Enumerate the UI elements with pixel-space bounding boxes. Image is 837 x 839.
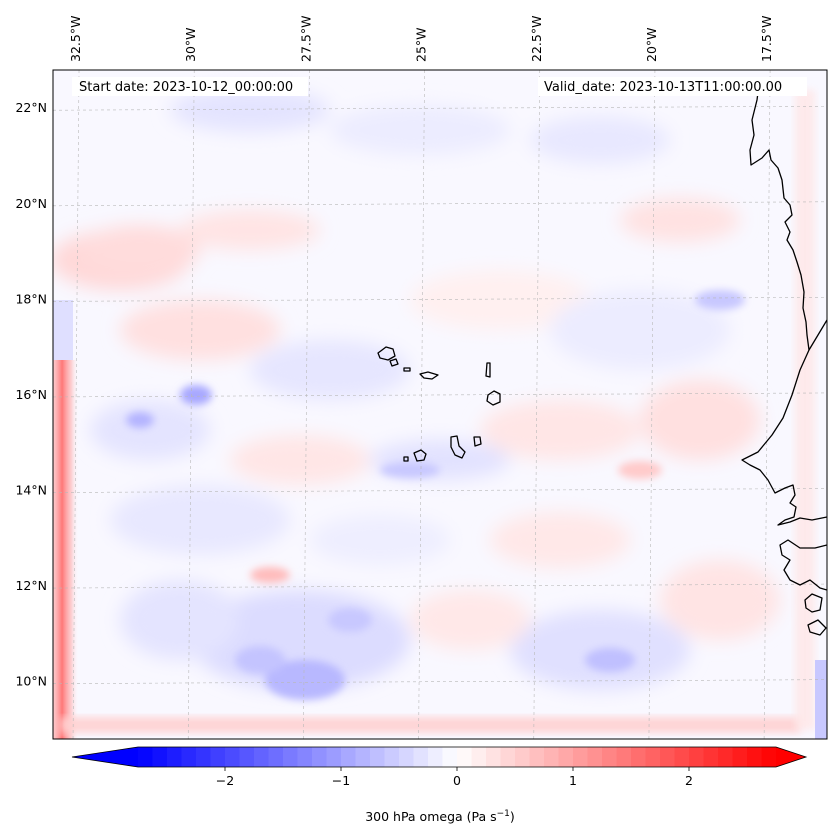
- colorbar-extend-high: [776, 747, 806, 767]
- valid-date-label: Valid_date: 2023-10-13T11:00:00.00: [544, 80, 782, 95]
- lat-tick-label: 14°N: [15, 483, 47, 498]
- coastlines: [377, 84, 827, 636]
- colorbar-segment: [442, 747, 458, 767]
- colorbar-segment: [616, 747, 632, 767]
- colorbar-segment: [428, 747, 444, 767]
- map-panel: Start date: 2023-10-12_00:00:00 Valid_da…: [15, 16, 828, 740]
- lat-tick-label: 12°N: [15, 578, 47, 593]
- lon-tick-label: 32.5°W: [68, 16, 83, 62]
- colorbar: −2 −1 0 1 2 300 hPa omega (Pa s−1): [71, 746, 808, 824]
- coastline-senegal-south: [741, 349, 827, 526]
- left-boundary-band: [53, 360, 79, 739]
- lon-tick-label: 17.5°W: [759, 16, 774, 62]
- omega-field: Start date: 2023-10-12_00:00:00 Valid_da…: [53, 70, 827, 739]
- colorbar-extend-low: [72, 747, 138, 767]
- longitude-tick-labels: 32.5°W 30°W 27.5°W 25°W 22.5°W 20°W 17.5°W: [68, 16, 774, 62]
- colorbar-segment: [660, 747, 676, 767]
- colorbar-segment: [471, 747, 487, 767]
- coastline-west-africa: [749, 84, 827, 351]
- coastline-gambia-guinea: [779, 539, 827, 591]
- lon-tick-label: 20°W: [644, 27, 659, 62]
- island-boa-vista: [486, 390, 501, 406]
- lat-tick-label: 20°N: [15, 196, 47, 211]
- colorbar-segment: [268, 747, 284, 767]
- colorbar-segment: [283, 747, 299, 767]
- island-brava: [403, 456, 409, 462]
- colorbar-segment: [399, 747, 415, 767]
- lat-tick-label: 16°N: [15, 387, 47, 402]
- colorbar-segment: [689, 747, 705, 767]
- colorbar-segment: [602, 747, 618, 767]
- latitude-tick-labels: 22°N 20°N 18°N 16°N 14°N 12°N 10°N: [15, 100, 47, 688]
- colorbar-tick-label: −1: [332, 773, 350, 788]
- map-frame: [52, 69, 828, 740]
- lat-tick-label: 10°N: [15, 674, 47, 689]
- island-santa-luzia: [403, 367, 411, 372]
- island-sal: [485, 362, 491, 378]
- colorbar-segment: [370, 747, 386, 767]
- colorbar-segment: [167, 747, 183, 767]
- island-fogo: [413, 449, 427, 462]
- colorbar-segment: [732, 747, 748, 767]
- colorbar-tick-label: 1: [569, 773, 577, 788]
- bottom-boundary-band: [60, 717, 800, 733]
- colorbar-segment: [515, 747, 531, 767]
- lon-tick-label: 27.5°W: [298, 16, 313, 62]
- field-blobs-fine: [126, 290, 745, 700]
- colorbar-segment: [529, 747, 545, 767]
- colorbar-segment: [138, 747, 154, 767]
- colorbar-outline: [71, 746, 808, 768]
- lon-tick-label: 30°W: [183, 27, 198, 62]
- colorbar-segment: [587, 747, 603, 767]
- colorbar-segment: [747, 747, 763, 767]
- colorbar-segment: [341, 747, 357, 767]
- lon-tick-label: 25°W: [414, 27, 429, 62]
- colorbar-segment: [297, 747, 313, 767]
- colorbar-segment: [181, 747, 197, 767]
- field-blobs-broad: [53, 88, 780, 690]
- coastline-bissagos: [804, 593, 827, 636]
- island-maio: [473, 436, 482, 447]
- colorbar-segment: [674, 747, 690, 767]
- colorbar-segment: [573, 747, 589, 767]
- colorbar-segment: [413, 747, 429, 767]
- colorbar-segment: [196, 747, 212, 767]
- island-santo-antao: [377, 346, 396, 361]
- colorbar-label: 300 hPa omega (Pa s−1): [365, 809, 515, 824]
- colorbar-ticks: −2 −1 0 1 2: [216, 767, 693, 788]
- colorbar-segment: [210, 747, 226, 767]
- colorbar-segment: [718, 747, 734, 767]
- colorbar-segment: [225, 747, 241, 767]
- colorbar-segment: [355, 747, 371, 767]
- colorbar-segment: [500, 747, 516, 767]
- colorbar-segment: [703, 747, 719, 767]
- start-date-label: Start date: 2023-10-12_00:00:00: [79, 80, 293, 95]
- colorbar-segment: [326, 747, 342, 767]
- island-santiago: [450, 435, 466, 459]
- colorbar-segment: [486, 747, 502, 767]
- colorbar-segment: [384, 747, 400, 767]
- colorbar-segment: [254, 747, 270, 767]
- colorbar-segment: [457, 747, 473, 767]
- colorbar-segment: [761, 747, 777, 767]
- lon-tick-label: 22.5°W: [529, 16, 544, 62]
- lat-tick-label: 22°N: [15, 100, 47, 115]
- colorbar-segment: [152, 747, 168, 767]
- colorbar-segments: [138, 747, 777, 767]
- colorbar-tick-label: 0: [453, 773, 461, 788]
- colorbar-segment: [239, 747, 255, 767]
- colorbar-segment: [631, 747, 647, 767]
- colorbar-segment: [645, 747, 661, 767]
- colorbar-tick-label: −2: [216, 773, 234, 788]
- colorbar-segment: [544, 747, 560, 767]
- lat-tick-label: 18°N: [15, 291, 47, 306]
- colorbar-segment: [312, 747, 328, 767]
- valid-date-box: [538, 77, 807, 96]
- colorbar-tick-label: 2: [685, 773, 693, 788]
- island-sao-vicente: [389, 358, 399, 367]
- island-sao-nicolau: [419, 371, 439, 380]
- colorbar-segment: [558, 747, 574, 767]
- start-date-box: [72, 77, 308, 96]
